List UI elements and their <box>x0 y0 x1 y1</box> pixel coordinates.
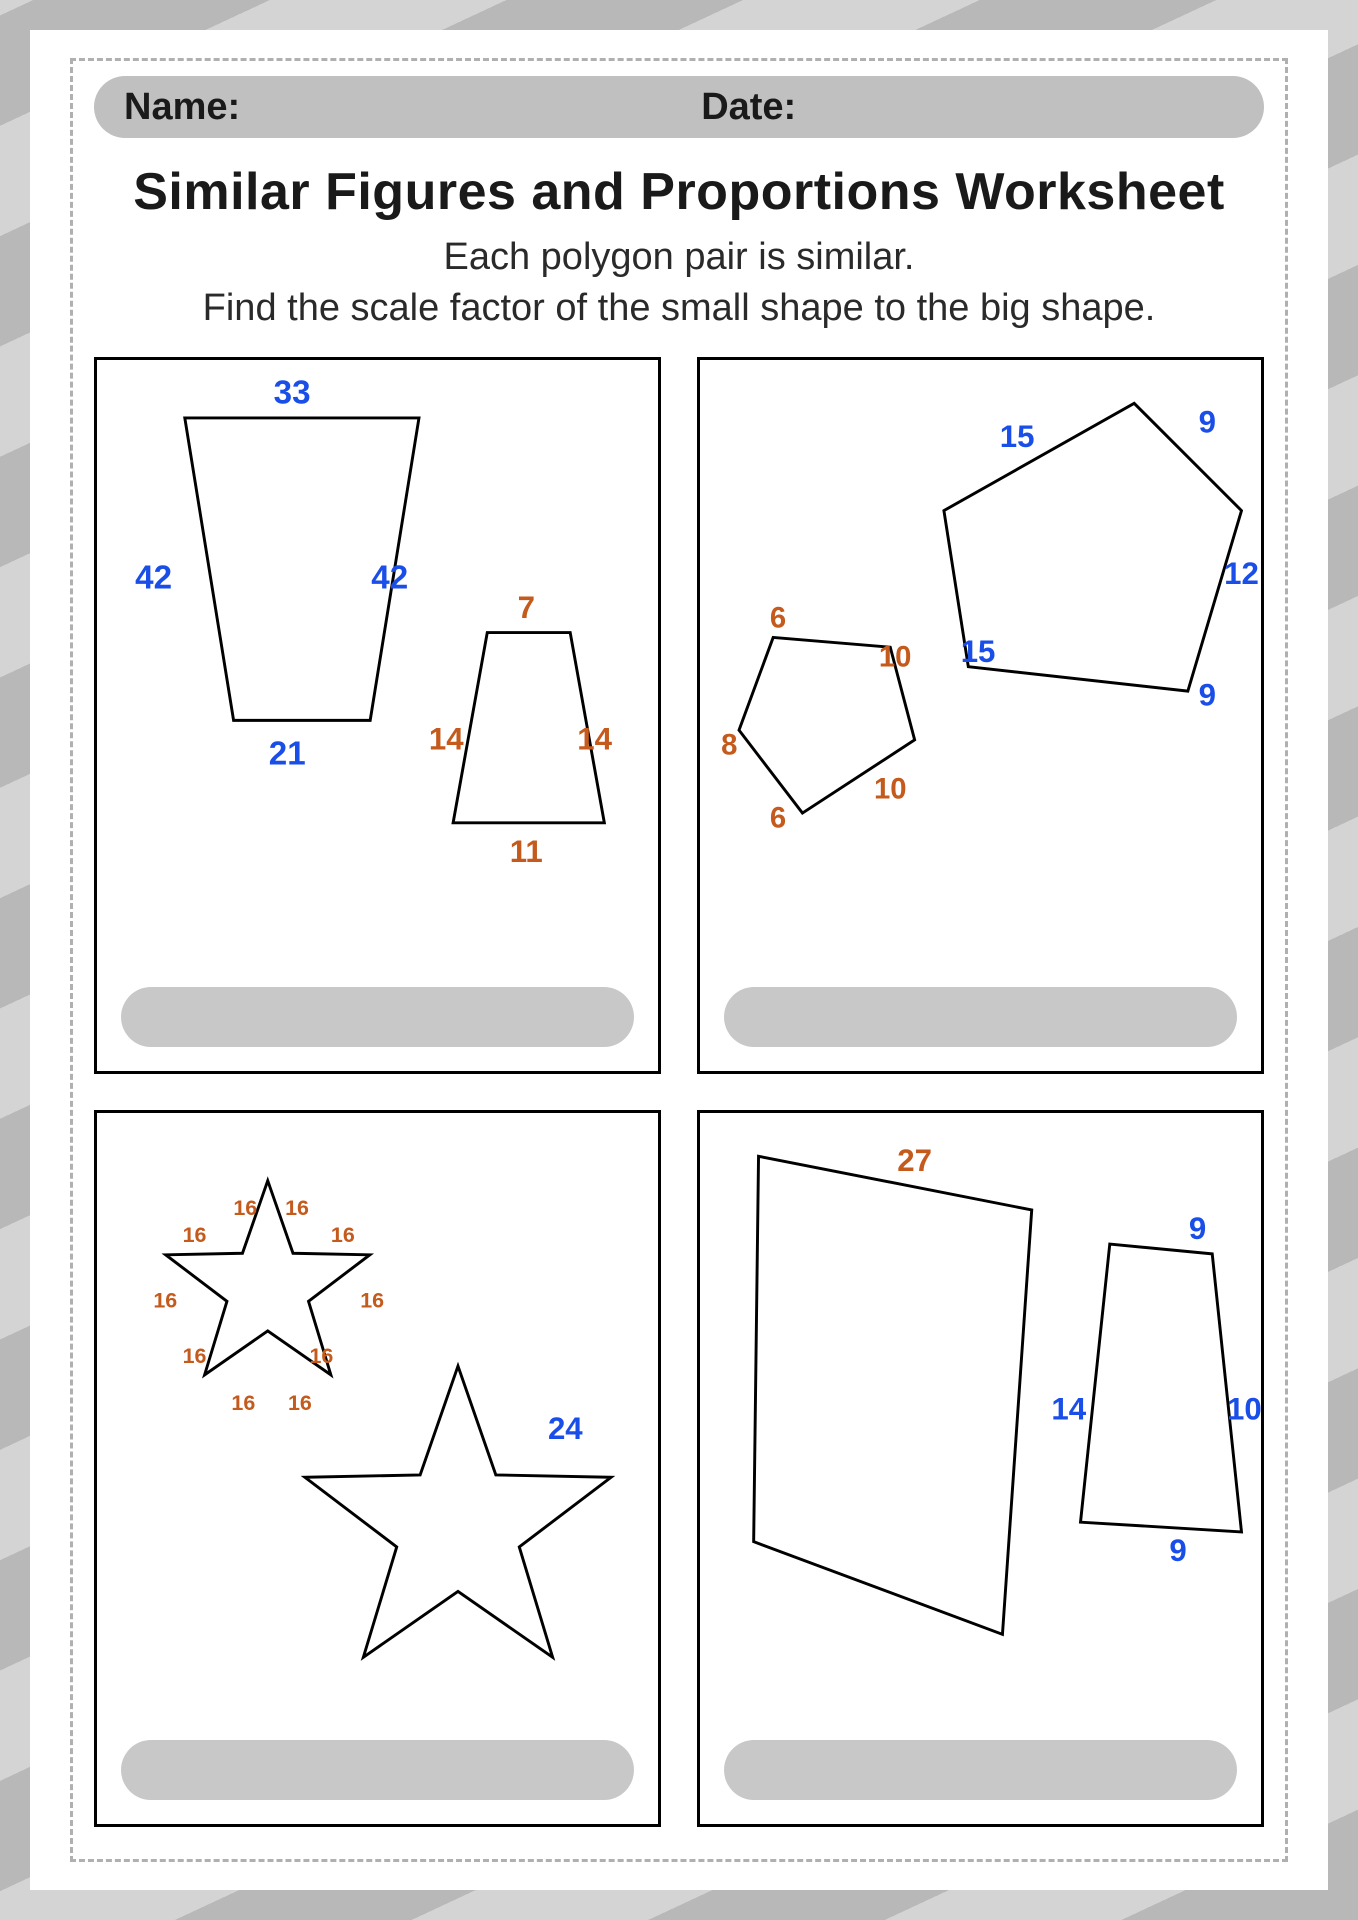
answer-bar-4[interactable] <box>724 1740 1237 1800</box>
instructions-line-2: Find the scale factor of the small shape… <box>94 283 1264 334</box>
worksheet-title: Similar Figures and Proportions Workshee… <box>94 162 1264 222</box>
shape-label: 42 <box>135 559 172 596</box>
name-label: Name: <box>124 86 701 129</box>
shape-label: 10 <box>874 773 907 805</box>
shape-label: 14 <box>577 721 612 756</box>
shape-label: 12 <box>1224 555 1259 590</box>
p4-big-quad <box>754 1156 1032 1634</box>
shape-label: 16 <box>183 1344 207 1368</box>
shape-label: 21 <box>269 735 306 772</box>
p3-big-star <box>305 1366 611 1657</box>
shape-label: 16 <box>183 1223 207 1247</box>
shape-label: 7 <box>518 590 535 625</box>
shape-label: 16 <box>331 1223 355 1247</box>
panel-4-svg: 27 9 10 9 14 <box>700 1113 1261 1824</box>
shape-label: 16 <box>309 1344 333 1368</box>
instructions: Each polygon pair is similar. Find the s… <box>94 232 1264 335</box>
shape-label: 15 <box>961 633 996 668</box>
shape-label: 14 <box>429 721 464 756</box>
p4-big-labels: 27 <box>897 1143 932 1178</box>
p2-big-labels: 9 12 9 15 15 <box>961 404 1259 712</box>
worksheet-page: Name: Date: Similar Figures and Proporti… <box>30 30 1328 1890</box>
shape-label: 9 <box>1189 1211 1206 1246</box>
shape-label: 8 <box>721 729 737 761</box>
shape-label: 11 <box>510 833 543 868</box>
shape-label: 16 <box>360 1288 384 1312</box>
p1-big-labels: 33 42 42 21 <box>135 374 408 772</box>
date-label: Date: <box>701 86 796 129</box>
problem-panel-1: 33 42 42 21 7 14 14 11 <box>94 357 661 1074</box>
shape-label: 42 <box>371 559 408 596</box>
problem-panel-3: 16 16 16 16 16 16 16 16 16 16 24 <box>94 1110 661 1827</box>
shape-label: 33 <box>274 374 311 411</box>
shape-label: 24 <box>548 1411 583 1446</box>
problem-panel-4: 27 9 10 9 14 <box>697 1110 1264 1827</box>
answer-bar-2[interactable] <box>724 987 1237 1047</box>
shape-label: 16 <box>153 1288 177 1312</box>
shape-label: 16 <box>288 1391 312 1415</box>
panel-1-svg: 33 42 42 21 7 14 14 11 <box>97 360 658 1071</box>
shape-label: 15 <box>1000 419 1035 454</box>
shape-label: 9 <box>1169 1533 1186 1568</box>
p3-big-labels: 24 <box>548 1411 583 1446</box>
shape-label: 9 <box>1199 404 1216 439</box>
shape-label: 27 <box>897 1143 932 1178</box>
answer-bar-3[interactable] <box>121 1740 634 1800</box>
shape-label: 6 <box>770 802 786 834</box>
shape-label: 16 <box>285 1195 309 1219</box>
shape-label: 6 <box>770 602 786 634</box>
problems-grid: 33 42 42 21 7 14 14 11 9 12 9 15 15 6 10 10 6 8 <box>94 357 1264 1827</box>
p4-small-labels: 9 10 9 14 <box>1051 1211 1261 1568</box>
panel-2-svg: 9 12 9 15 15 6 10 10 6 8 <box>700 360 1261 1071</box>
striped-background: Name: Date: Similar Figures and Proporti… <box>0 0 1358 1920</box>
shape-label: 16 <box>231 1391 255 1415</box>
p3-small-labels: 16 16 16 16 16 16 16 16 16 16 <box>153 1195 384 1414</box>
shape-label: 9 <box>1199 677 1216 712</box>
shape-label: 10 <box>1227 1391 1262 1426</box>
shape-label: 10 <box>879 641 912 673</box>
instructions-line-1: Each polygon pair is similar. <box>94 232 1264 283</box>
name-date-bar: Name: Date: <box>94 76 1264 138</box>
shape-label: 16 <box>233 1195 257 1219</box>
answer-bar-1[interactable] <box>121 987 634 1047</box>
p4-small-trapezoid <box>1081 1244 1242 1532</box>
problem-panel-2: 9 12 9 15 15 6 10 10 6 8 <box>697 357 1264 1074</box>
panel-3-svg: 16 16 16 16 16 16 16 16 16 16 24 <box>97 1113 658 1824</box>
shape-label: 14 <box>1051 1391 1086 1426</box>
p2-small-labels: 6 10 10 6 8 <box>721 602 911 834</box>
